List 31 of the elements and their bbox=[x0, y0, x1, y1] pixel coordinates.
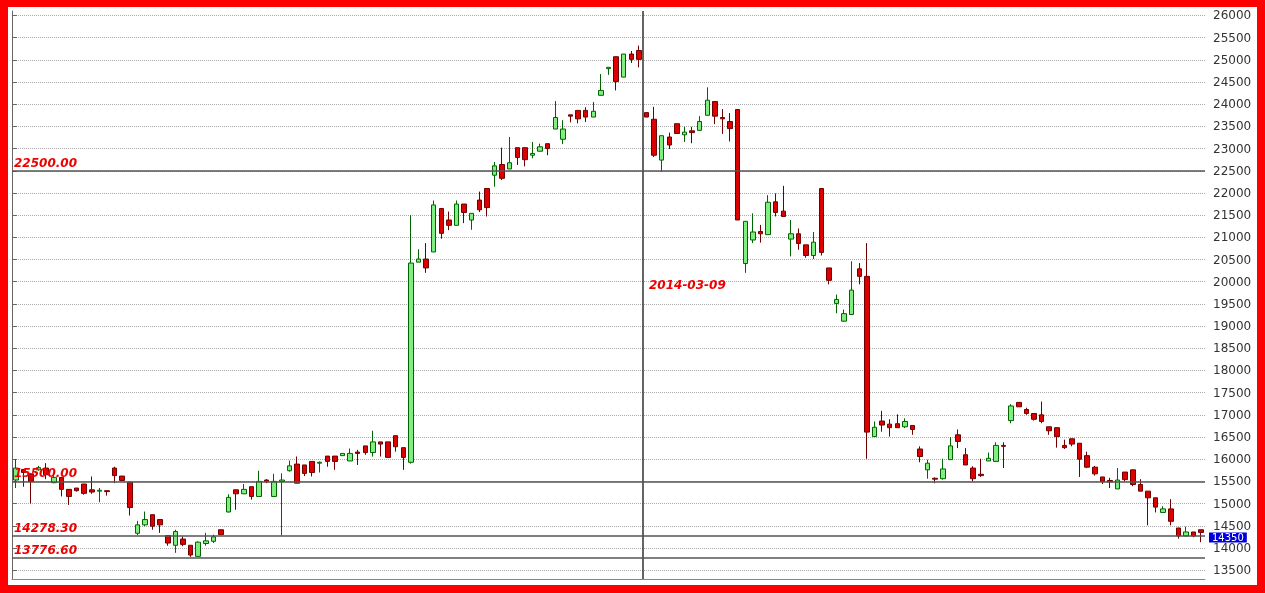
y-tick-label: 22000 bbox=[1213, 185, 1252, 200]
y-tick-label: 14500 bbox=[1213, 518, 1252, 533]
y-tick-label: 15500 bbox=[1213, 474, 1252, 489]
y-tick-label: 19500 bbox=[1213, 296, 1252, 311]
y-tick-label: 25500 bbox=[1213, 30, 1252, 45]
y-tick-label: 17500 bbox=[1213, 385, 1252, 400]
y-tick-label: 16000 bbox=[1213, 452, 1252, 467]
y-tick-label: 23000 bbox=[1213, 141, 1252, 156]
y-tick-label: 18000 bbox=[1213, 363, 1252, 378]
y-tick-label: 21500 bbox=[1213, 208, 1252, 223]
y-tick-label: 17000 bbox=[1213, 407, 1252, 422]
ref-line-label: 13776.60 bbox=[14, 542, 78, 557]
y-tick-label: 24000 bbox=[1213, 97, 1252, 112]
y-tick-label: 15000 bbox=[1213, 496, 1252, 511]
text: 14350 bbox=[1212, 531, 1244, 543]
y-tick-label: 21000 bbox=[1213, 230, 1252, 245]
y-tick-label: 26000 bbox=[1213, 8, 1252, 23]
ref-line-label: 22500.00 bbox=[14, 155, 78, 170]
y-tick-label: 24500 bbox=[1213, 75, 1252, 89]
y-tick-label: 23500 bbox=[1213, 119, 1252, 134]
annotation: 2014-03-09 bbox=[648, 277, 726, 292]
y-tick-label: 16500 bbox=[1213, 430, 1252, 444]
y-tick-label: 20000 bbox=[1213, 274, 1252, 289]
y-tick-label: 19000 bbox=[1213, 319, 1252, 334]
y-tick-label: 14000 bbox=[1213, 540, 1252, 555]
y-tick-label: 20500 bbox=[1213, 252, 1252, 267]
y-tick-label: 13500 bbox=[1213, 563, 1252, 578]
ref-line-label: 14278.30 bbox=[14, 520, 78, 535]
y-tick-label: 25000 bbox=[1213, 52, 1252, 67]
y-tick-label: 18500 bbox=[1213, 341, 1252, 356]
y-tick-label: 22500 bbox=[1213, 163, 1252, 178]
